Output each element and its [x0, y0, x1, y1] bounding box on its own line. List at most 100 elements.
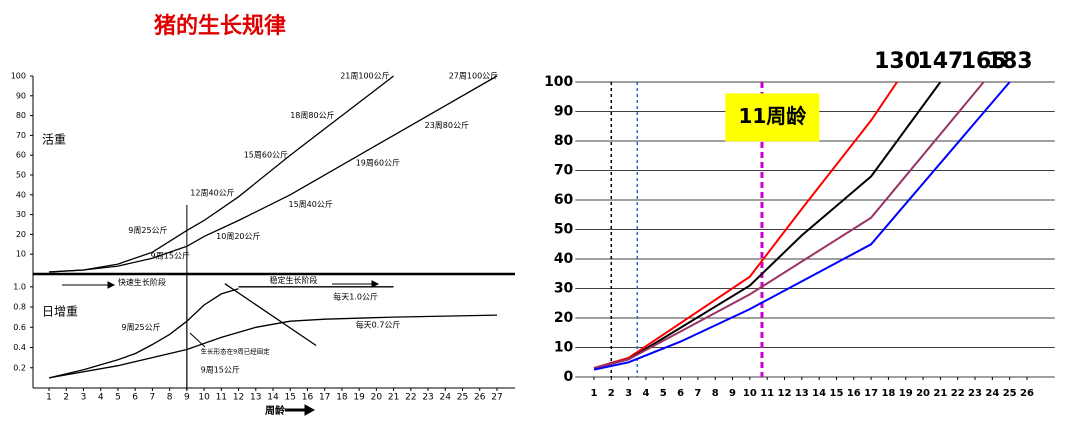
- x-tick-label: 17: [319, 393, 330, 403]
- y-axis-label: 活重: [42, 133, 66, 147]
- x-tick-label: 12: [233, 393, 244, 403]
- x-tick-label: 8: [167, 393, 173, 403]
- stage-arrows: [62, 280, 380, 416]
- annotation: 18周80公斤: [290, 110, 334, 120]
- y-tick-label: 50: [16, 171, 26, 180]
- x-tick-label: 22: [951, 388, 965, 399]
- y-tick-label: 20: [16, 230, 26, 239]
- x-tick-label: 17: [864, 388, 878, 399]
- y-tick-label: 80: [554, 133, 574, 149]
- y-tick-label: 20: [554, 310, 574, 326]
- x-tick-label: 2: [63, 393, 69, 403]
- x-tick-label: 11: [216, 393, 227, 403]
- y-tick-label: 80: [16, 111, 26, 120]
- y-tick-label: 70: [16, 131, 26, 140]
- y-tick-label: 30: [16, 210, 26, 219]
- y-tick-label: 10: [554, 340, 574, 356]
- annotation: 9周25公斤: [121, 322, 160, 332]
- x-tick-label: 20: [916, 388, 930, 399]
- x-tick-label: 26: [1020, 388, 1034, 399]
- y-tick-label: 0.8: [13, 303, 26, 312]
- x-tick-label: 16: [302, 393, 314, 403]
- x-tick-label: 21: [933, 388, 947, 399]
- x-tick-label: 19: [899, 388, 913, 399]
- annotation: 生长形态在9周已经固定: [201, 347, 271, 356]
- x-tick-label: 6: [677, 388, 684, 399]
- y-tick-label: 0.6: [13, 323, 26, 332]
- y-tick-label: 40: [554, 251, 574, 267]
- x-tick-label: 27: [491, 393, 502, 403]
- series-label: 165: [961, 49, 1007, 74]
- y-tick-label: 0.2: [13, 363, 26, 372]
- x-tick-label: 4: [98, 393, 104, 403]
- x-tick-label: 16: [847, 388, 861, 399]
- series-label: 183: [987, 49, 1033, 74]
- annotation: 10周20公斤: [216, 231, 260, 241]
- y-tick-label: 50: [554, 222, 574, 238]
- x-tick-label: 10: [198, 393, 210, 403]
- series-line: [48, 288, 239, 379]
- series-line: [593, 81, 985, 370]
- x-tick-label: 12: [778, 388, 792, 399]
- series-line: [48, 314, 498, 379]
- x-axis-label: 周龄: [265, 404, 286, 417]
- page-title: 猪的生长规律: [154, 13, 286, 39]
- x-tick-label: 20: [371, 393, 383, 403]
- series-line: [48, 75, 498, 273]
- y-tick-label: 60: [16, 151, 26, 160]
- series-line: [593, 81, 898, 370]
- series-label: 147: [917, 49, 963, 74]
- series-line: [224, 283, 317, 347]
- x-tick-label: 3: [625, 388, 632, 399]
- annotation: 9周25公斤: [128, 225, 167, 235]
- y-tick-label: 100: [544, 74, 573, 90]
- x-tick-label: 1: [46, 393, 52, 403]
- x-tick-label: 14: [812, 388, 826, 399]
- x-tick-label: 24: [985, 388, 999, 399]
- x-tick-label: 25: [1003, 388, 1017, 399]
- y-tick-label: 60: [554, 192, 574, 208]
- x-tick-label: 5: [660, 388, 667, 399]
- annotation: 11周龄: [738, 104, 807, 128]
- x-tick-label: 19: [353, 393, 365, 403]
- y-tick-label: 1.0: [13, 282, 26, 291]
- x-tick-label: 15: [829, 388, 843, 399]
- x-tick-label: 7: [150, 393, 156, 403]
- annotation: 23周80公斤: [425, 120, 469, 130]
- annotation-box: [725, 93, 820, 142]
- x-tick-label: 14: [267, 393, 279, 403]
- annotation: 9周15公斤: [201, 364, 240, 374]
- x-tick-label: 10: [743, 388, 757, 399]
- annotation: 15周40公斤: [289, 199, 333, 209]
- annotation: 21周100公斤: [340, 71, 389, 81]
- series-line: [593, 81, 1011, 371]
- x-tick-label: 23: [422, 393, 433, 403]
- x-tick-label: 21: [388, 393, 399, 403]
- annotation: 快速生长阶段: [118, 277, 166, 287]
- x-tick-label: 11: [760, 388, 774, 399]
- y-tick-label: 40: [16, 190, 26, 199]
- x-tick-label: 13: [250, 393, 261, 403]
- x-tick-label: 1: [590, 388, 597, 399]
- x-tick-label: 15: [285, 393, 296, 403]
- series-line: [48, 75, 394, 273]
- annotation: 9周15公斤: [151, 251, 190, 261]
- x-tick-label: 13: [795, 388, 809, 399]
- x-tick-label: 26: [474, 393, 486, 403]
- annotation: 稳定生长阶段: [270, 275, 318, 285]
- y-tick-label: 100: [11, 72, 26, 81]
- annotation: 每天0.7公斤: [356, 320, 401, 330]
- x-tick-label: 9: [729, 388, 736, 399]
- annotation: 每天1.0公斤: [333, 291, 378, 301]
- x-tick-label: 5: [115, 393, 121, 403]
- x-tick-label: 18: [881, 388, 895, 399]
- y-tick-label: 0: [564, 369, 574, 385]
- y-tick-label: 90: [554, 104, 574, 120]
- y-tick-label: 90: [16, 91, 26, 100]
- x-tick-label: 2: [608, 388, 615, 399]
- x-tick-label: 23: [968, 388, 982, 399]
- x-tick-label: 8: [712, 388, 719, 399]
- annotation: 27周100公斤: [449, 71, 498, 81]
- y-tick-label: 30: [554, 281, 574, 297]
